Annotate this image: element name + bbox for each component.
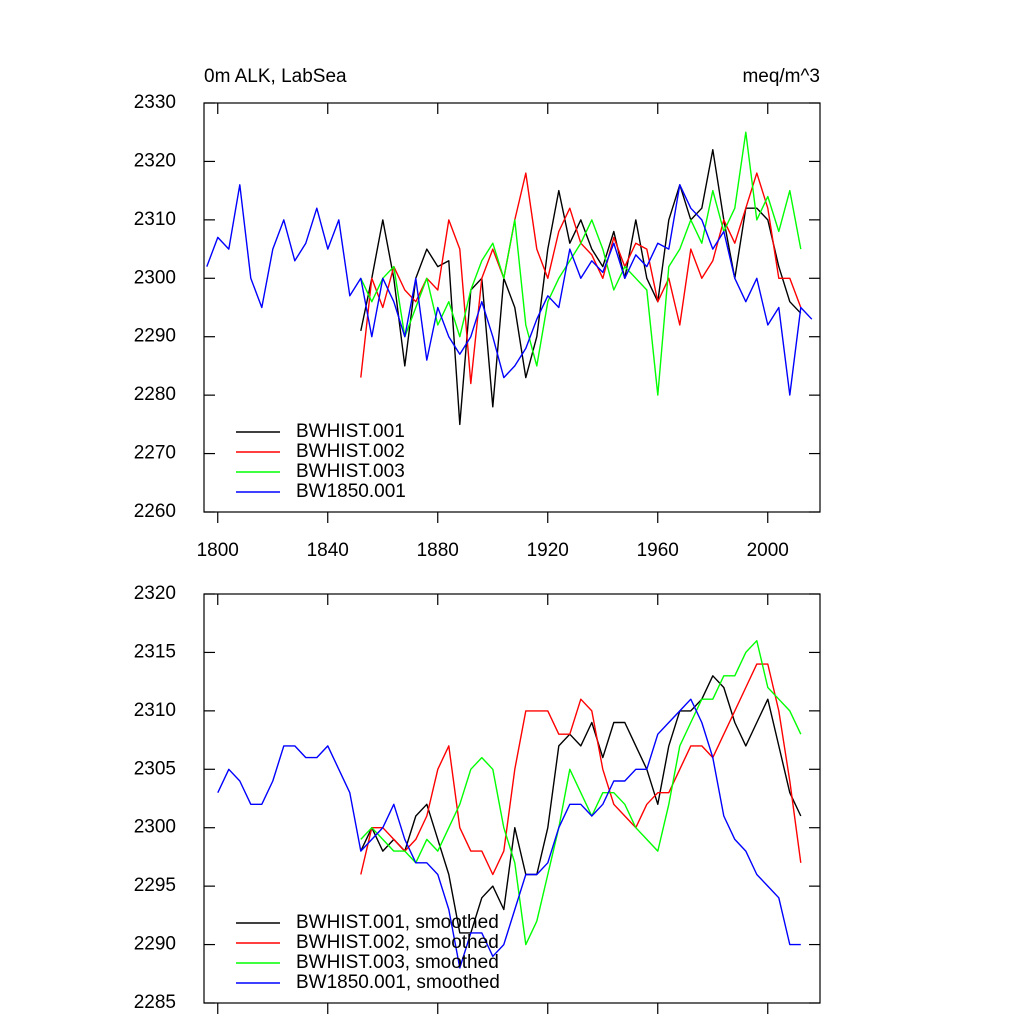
x-tick-label: 1960 [637, 540, 679, 561]
chart-title: 0m ALK, LabSea [204, 66, 347, 87]
y-tick-label: 2270 [134, 443, 176, 464]
y-tick-label: 2290 [134, 326, 176, 347]
y-tick-label: 2310 [134, 700, 176, 721]
y-tick-label: 2285 [134, 992, 176, 1013]
legend-label: BWHIST.001, smoothed [296, 912, 499, 933]
legend-label: BW1850.001 [296, 481, 406, 502]
y-tick-label: 2290 [134, 934, 176, 955]
y-tick-label: 2295 [134, 875, 176, 896]
series-line [360, 131, 802, 396]
series-line [360, 149, 802, 426]
x-tick-label: 1800 [197, 540, 239, 561]
y-tick-label: 2300 [134, 817, 176, 838]
series-line [360, 640, 802, 946]
y-tick-label: 2310 [134, 209, 176, 230]
y-tick-label: 2260 [134, 501, 176, 522]
y-tick-label: 2315 [134, 641, 176, 662]
series-line [206, 184, 813, 396]
series-line [360, 675, 802, 934]
y-tick-label: 2280 [134, 384, 176, 405]
legend-label: BWHIST.002, smoothed [296, 932, 499, 953]
y-tick-label: 2300 [134, 267, 176, 288]
y-tick-label: 2320 [134, 150, 176, 171]
y-tick-label: 2305 [134, 758, 176, 779]
y-tick-label: 2320 [134, 583, 176, 604]
x-tick-label: 1840 [307, 540, 349, 561]
legend-label: BWHIST.003 [296, 461, 405, 482]
plot-frame [203, 593, 821, 1004]
x-tick-label: 1880 [417, 540, 459, 561]
x-tick-label: 2000 [747, 540, 789, 561]
y-tick-label: 2330 [134, 92, 176, 113]
x-tick-label: 1920 [527, 540, 569, 561]
legend-label: BW1850.001, smoothed [296, 972, 500, 993]
series-line [217, 698, 801, 969]
legend-label: BWHIST.002 [296, 441, 405, 462]
series-line [360, 663, 802, 876]
legend-label: BWHIST.001 [296, 421, 405, 442]
legend-label: BWHIST.003, smoothed [296, 952, 499, 973]
units-label: meq/m^3 [742, 66, 820, 87]
plot-frame [203, 102, 821, 513]
